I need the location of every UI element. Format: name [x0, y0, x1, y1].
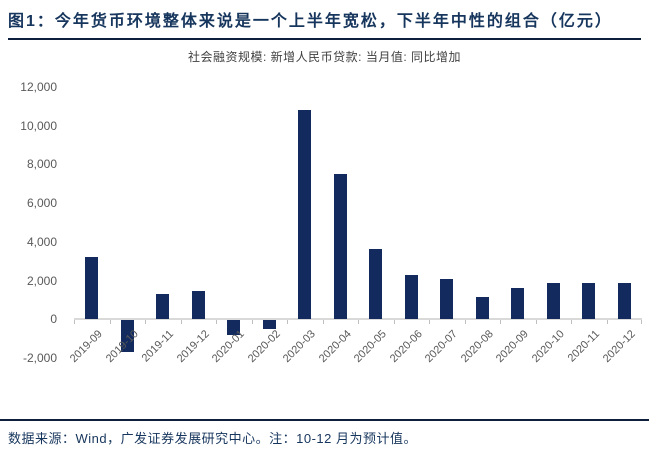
- figure-header: 图1：今年货币环境整体来说是一个上半年宽松，下半年中性的组合（亿元）: [8, 7, 641, 40]
- y-tick-label: 6,000: [26, 196, 57, 211]
- x-axis-tick: [358, 320, 359, 325]
- bar-2020-06: [404, 274, 418, 320]
- y-tick-label: 4,000: [26, 234, 57, 249]
- bar-2019-10: [120, 320, 134, 353]
- bar-2020-08: [475, 297, 489, 320]
- x-axis-tick: [216, 320, 217, 325]
- x-axis-tick: [571, 320, 572, 325]
- x-tick-label: 2020-08: [458, 328, 496, 366]
- bar-2019-09: [85, 257, 99, 320]
- bar-2020-03: [298, 110, 312, 320]
- x-tick-label: 2020-11: [565, 328, 603, 365]
- x-axis-tick: [251, 320, 253, 325]
- x-axis-tick: [606, 320, 608, 325]
- x-tick-label: 2020-05: [352, 328, 390, 366]
- y-axis: 12,000 10,000 8,000 6,000 4,000 2,000 0 -2,000: [0, 80, 57, 365]
- x-axis-tick: [500, 320, 501, 325]
- figure-footer: 数据来源：Wind，广发证券发展研究中心。注：10-12 月为预计值。: [0, 419, 649, 447]
- x-axis-tick: [464, 320, 466, 325]
- x-axis-tick: [74, 320, 75, 325]
- bar-2020-10: [546, 282, 560, 320]
- y-tick-label: 10,000: [20, 118, 57, 133]
- y-tick-label: 12,000: [20, 80, 57, 94]
- bar-2020-04: [333, 174, 347, 320]
- x-tick-label: 2020-12: [600, 328, 638, 366]
- bar-2019-12: [191, 291, 205, 320]
- x-tick-label: 2020-02: [245, 328, 283, 366]
- x-axis-tick: [641, 320, 642, 325]
- x-axis-tick: [535, 320, 537, 325]
- bar-2020-12: [617, 282, 631, 320]
- x-tick-label: 2019-11: [139, 328, 177, 365]
- y-tick-label: -2,000: [22, 351, 57, 365]
- x-axis-tick: [287, 320, 288, 325]
- bar-2020-02: [262, 320, 276, 329]
- x-tick-label: 2020-10: [529, 328, 567, 366]
- y-tick-label: 2,000: [26, 273, 57, 288]
- source-note: 数据来源：Wind，广发证券发展研究中心。注：10-12 月为预计值。: [8, 431, 417, 446]
- x-tick-label: 2020-04: [316, 328, 354, 366]
- x-tick-label: 2019-12: [174, 328, 212, 366]
- x-axis-tick: [109, 320, 111, 325]
- x-axis-tick: [180, 320, 182, 325]
- x-axis-tick: [429, 320, 430, 325]
- bar-2020-01: [227, 320, 241, 335]
- bar-2020-07: [440, 278, 454, 320]
- chart-series-label: 社会融资规模: 新增人民币贷款: 当月值: 同比增加: [187, 50, 461, 64]
- x-tick-label: 2020-03: [281, 328, 319, 366]
- y-tick-label: 0: [50, 312, 57, 327]
- figure-title: 图1：今年货币环境整体来说是一个上半年宽松，下半年中性的组合（亿元）: [8, 13, 613, 30]
- x-tick-label: 2019-09: [68, 328, 106, 366]
- x-tick-label: 2020-06: [387, 328, 425, 366]
- x-tick-label: 2020-09: [494, 328, 532, 366]
- x-axis-tick: [393, 320, 395, 325]
- bar-2020-09: [511, 288, 525, 320]
- plot-area: 2019-09 2019-10 2019-11 2019-12 2020-01 2020-…: [68, 87, 642, 365]
- bar-2020-05: [369, 248, 383, 320]
- y-tick-label: 8,000: [26, 157, 57, 172]
- x-axis-tick: [322, 320, 324, 325]
- x-axis-tick: [145, 320, 146, 325]
- x-tick-label: 2020-07: [423, 328, 461, 366]
- bar-2020-11: [582, 282, 596, 320]
- x-axis-line: [74, 318, 642, 321]
- bar-2019-11: [156, 294, 170, 320]
